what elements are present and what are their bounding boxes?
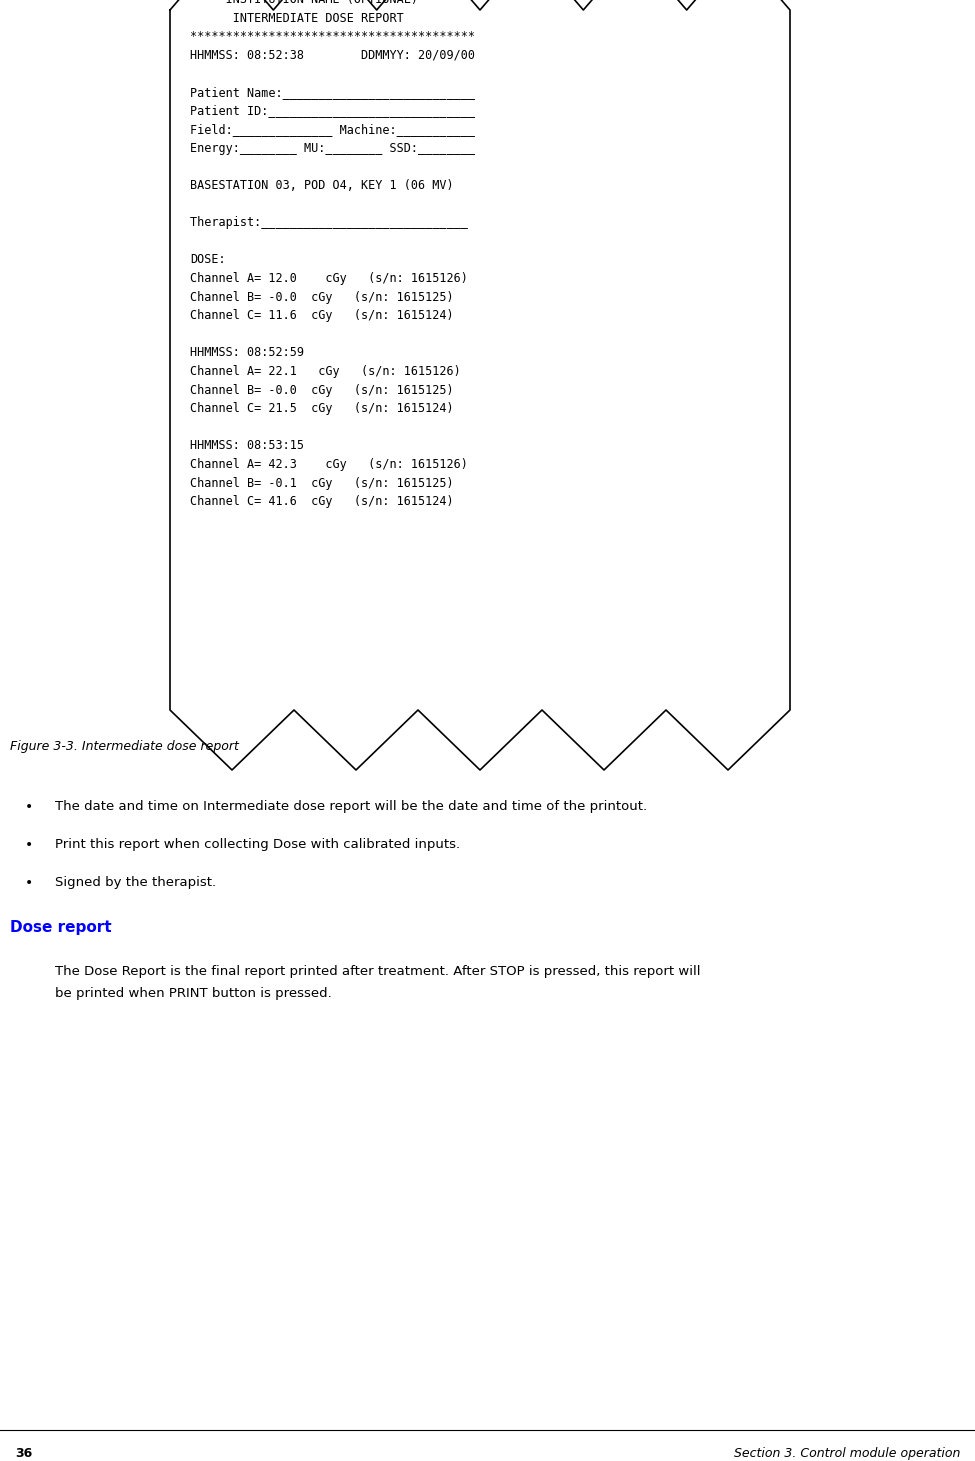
Text: The date and time on Intermediate dose report will be the date and time of the p: The date and time on Intermediate dose r… xyxy=(55,801,647,812)
Text: The Dose Report is the final report printed after treatment. After STOP is press: The Dose Report is the final report prin… xyxy=(55,966,700,977)
Text: HHMMSS: 08:53:15: HHMMSS: 08:53:15 xyxy=(190,440,304,453)
Text: Field:______________ Machine:___________: Field:______________ Machine:___________ xyxy=(190,123,475,136)
Text: •: • xyxy=(25,839,33,852)
Text: Section 3. Control module operation: Section 3. Control module operation xyxy=(733,1446,960,1460)
Text: Channel B= -0.1  cGy   (s/n: 1615125): Channel B= -0.1 cGy (s/n: 1615125) xyxy=(190,476,453,489)
Polygon shape xyxy=(170,0,790,770)
Text: INSTITUTION NAME (OPTIONAL): INSTITUTION NAME (OPTIONAL) xyxy=(190,0,418,6)
Text: Channel A= 22.1   cGy   (s/n: 1615126): Channel A= 22.1 cGy (s/n: 1615126) xyxy=(190,365,461,378)
Text: HHMMSS: 08:52:59: HHMMSS: 08:52:59 xyxy=(190,346,304,359)
Text: INTERMEDIATE DOSE REPORT: INTERMEDIATE DOSE REPORT xyxy=(190,12,404,25)
Text: •: • xyxy=(25,801,33,814)
Text: Energy:________ MU:________ SSD:________: Energy:________ MU:________ SSD:________ xyxy=(190,142,475,155)
Text: Dose report: Dose report xyxy=(10,920,111,935)
Text: ****************************************: **************************************** xyxy=(190,31,475,44)
Text: be printed when PRINT button is pressed.: be printed when PRINT button is pressed. xyxy=(55,988,332,999)
Text: Channel C= 21.5  cGy   (s/n: 1615124): Channel C= 21.5 cGy (s/n: 1615124) xyxy=(190,402,453,415)
Text: DOSE:: DOSE: xyxy=(190,253,225,266)
Text: Figure 3-3. Intermediate dose report: Figure 3-3. Intermediate dose report xyxy=(10,741,239,752)
Text: Patient ID:_____________________________: Patient ID:_____________________________ xyxy=(190,105,475,117)
Text: Channel C= 41.6  cGy   (s/n: 1615124): Channel C= 41.6 cGy (s/n: 1615124) xyxy=(190,495,453,508)
Text: •: • xyxy=(25,877,33,890)
Text: Channel B= -0.0  cGy   (s/n: 1615125): Channel B= -0.0 cGy (s/n: 1615125) xyxy=(190,383,453,396)
Text: HHMMSS: 08:52:38        DDMMYY: 20/09/00: HHMMSS: 08:52:38 DDMMYY: 20/09/00 xyxy=(190,48,475,61)
Text: Therapist:_____________________________: Therapist:_____________________________ xyxy=(190,216,475,229)
Text: Signed by the therapist.: Signed by the therapist. xyxy=(55,877,216,888)
Text: Channel A= 42.3    cGy   (s/n: 1615126): Channel A= 42.3 cGy (s/n: 1615126) xyxy=(190,457,468,470)
Text: Print this report when collecting Dose with calibrated inputs.: Print this report when collecting Dose w… xyxy=(55,839,460,850)
Text: Channel A= 12.0    cGy   (s/n: 1615126): Channel A= 12.0 cGy (s/n: 1615126) xyxy=(190,272,468,285)
Text: Patient Name:___________________________: Patient Name:___________________________ xyxy=(190,86,475,99)
Text: BASESTATION 03, POD O4, KEY 1 (06 MV): BASESTATION 03, POD O4, KEY 1 (06 MV) xyxy=(190,178,453,191)
Text: Channel C= 11.6  cGy   (s/n: 1615124): Channel C= 11.6 cGy (s/n: 1615124) xyxy=(190,310,453,321)
Text: Channel B= -0.0  cGy   (s/n: 1615125): Channel B= -0.0 cGy (s/n: 1615125) xyxy=(190,291,453,304)
Text: 36: 36 xyxy=(15,1446,32,1460)
